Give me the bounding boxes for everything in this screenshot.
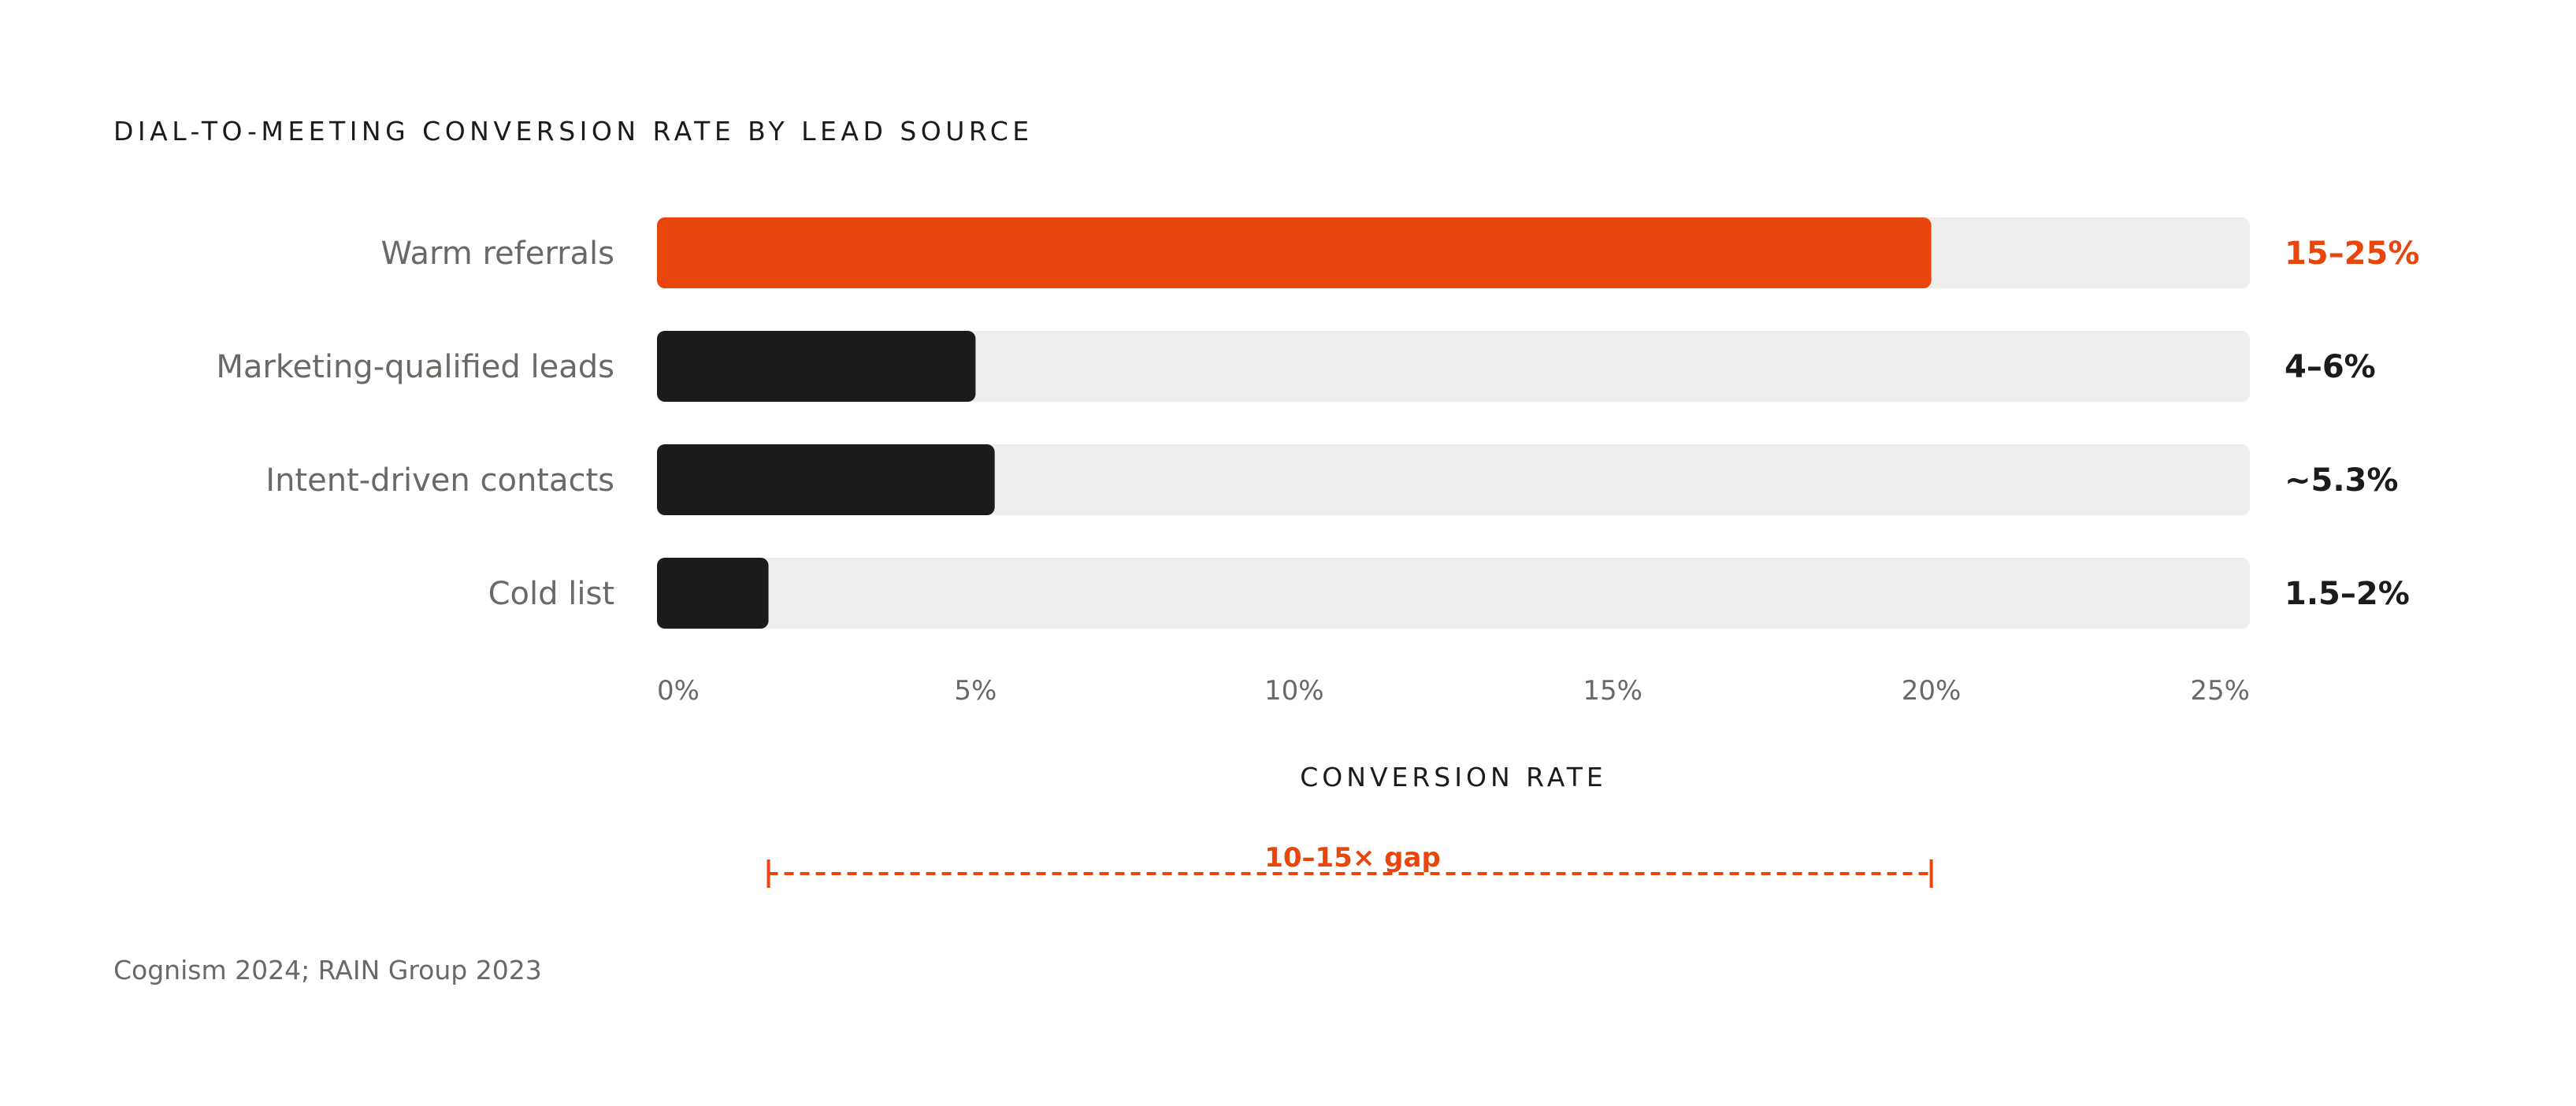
x-tick-label: 0%: [657, 675, 700, 707]
bar-row-marketing-qualified-leads: Marketing-qualified leads 4–6%: [216, 331, 2376, 402]
value-label: 1.5–2%: [2285, 576, 2410, 612]
category-label: Warm referrals: [381, 236, 614, 272]
value-label: ~5.3%: [2285, 462, 2398, 499]
category-label: Intent-driven contacts: [265, 462, 614, 499]
chart-title: DIAL-TO-MEETING CONVERSION RATE BY LEAD …: [113, 116, 1034, 147]
category-label: Cold list: [488, 576, 614, 612]
x-tick-label: 25%: [2190, 675, 2250, 707]
bar-track: [657, 444, 2250, 515]
bar-row-warm-referrals: Warm referrals 15–25%: [381, 217, 2419, 288]
bar-row-intent-driven-contacts: Intent-driven contacts ~5.3%: [265, 444, 2398, 515]
gap-label: 10–15× gap: [1264, 842, 1441, 874]
x-tick-label: 10%: [1264, 675, 1324, 707]
source-note: Cognism 2024; RAIN Group 2023: [113, 955, 542, 985]
bars-group: Warm referrals 15–25% Marketing-qualified …: [216, 217, 2419, 629]
x-tick-label: 20%: [1902, 675, 1962, 707]
gap-annotation: 10–15× gap: [766, 842, 1933, 888]
category-label: Marketing-qualified leads: [216, 349, 614, 385]
value-label: 15–25%: [2285, 236, 2419, 272]
bar-row-cold-list: Cold list 1.5–2%: [488, 558, 2410, 629]
value-label: 4–6%: [2285, 349, 2376, 385]
bar: [657, 331, 976, 402]
bar: [657, 444, 995, 515]
x-axis-ticks: 0% 5% 10% 15% 20% 25%: [657, 675, 2250, 707]
bar: [657, 558, 769, 629]
bar-track: [657, 558, 2250, 629]
bar-track: [657, 331, 2250, 402]
x-tick-label: 5%: [954, 675, 997, 707]
bar: [657, 217, 1932, 288]
x-tick-label: 15%: [1583, 675, 1642, 707]
x-axis-label: CONVERSION RATE: [1300, 762, 1607, 792]
